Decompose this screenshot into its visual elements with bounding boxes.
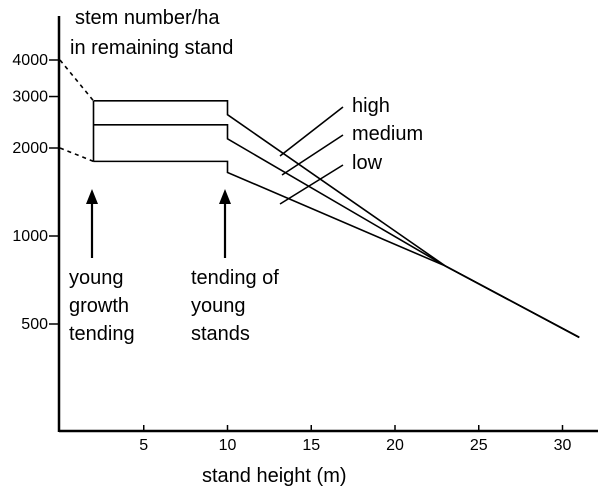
x-axis-label: stand height (m) [202, 465, 347, 487]
series-line-medium [93, 124, 580, 339]
series-lines [92, 100, 580, 339]
series-line-low [93, 160, 580, 339]
y-tick-label: 4000 [12, 52, 48, 69]
annotation-text: growth [69, 295, 129, 317]
series-labels: high medium low [279, 95, 423, 205]
x-tick-label: 5 [139, 437, 148, 454]
annotation-text: young [69, 267, 124, 289]
x-tick-label: 30 [554, 437, 572, 454]
pointer-medium [281, 134, 344, 176]
arrow-head [219, 189, 231, 204]
dashed-line [59, 59, 95, 102]
arrow-head [86, 189, 98, 204]
y-tick-label: 1000 [12, 228, 48, 245]
y-axis-label-line2: in remaining stand [70, 37, 233, 59]
y-axis-label: stem number/ha [75, 7, 220, 29]
pointer-low [279, 164, 344, 205]
series-label-medium: medium [352, 123, 423, 145]
x-tick-label: 25 [470, 437, 488, 454]
series-label-high: high [352, 95, 390, 117]
dashed-extrapolation [59, 59, 95, 163]
pointer-high [279, 106, 344, 157]
y-tick-label: 500 [21, 316, 48, 333]
annotation-text: tending [69, 323, 135, 345]
series-label-low: low [352, 152, 383, 174]
dashed-line [59, 147, 94, 163]
annotations: young growth tending tending of young stands [69, 189, 279, 345]
annotation-text: stands [191, 323, 250, 345]
y-tick-label: 3000 [12, 89, 48, 106]
annotation-text: young [191, 295, 246, 317]
x-tick-label: 10 [219, 437, 237, 454]
y-tick-label: 2000 [12, 140, 48, 157]
x-tick-label: 15 [302, 437, 320, 454]
annotation-text: tending of [191, 267, 279, 289]
axis-ticks: 5 10 15 20 25 30 500 1000 2000 3000 4000 [12, 52, 571, 454]
x-tick-label: 20 [386, 437, 404, 454]
